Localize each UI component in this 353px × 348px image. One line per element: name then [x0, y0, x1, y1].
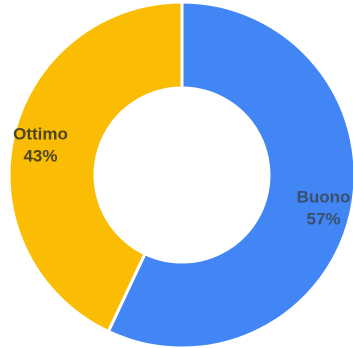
- slice-label-ottimo-category: Ottimo: [13, 124, 68, 143]
- slice-label-ottimo-percent: 43%: [23, 146, 57, 165]
- labels-group: Buono 57% Ottimo 43%: [13, 124, 350, 228]
- slice-label-buono-category: Buono: [297, 188, 351, 207]
- slices-group: [7, 0, 353, 348]
- slice-label-buono-percent: 57%: [306, 210, 340, 229]
- slice-ottimo: [7, 0, 184, 334]
